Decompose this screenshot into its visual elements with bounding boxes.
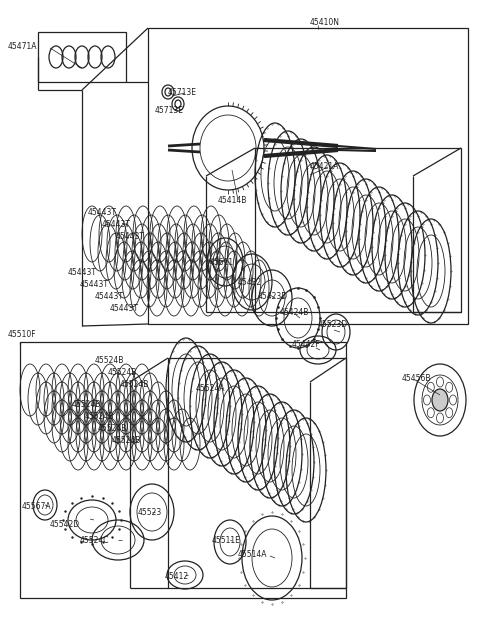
Text: 45523: 45523 [138,508,162,517]
Text: 45510F: 45510F [8,330,36,339]
Bar [255,148,461,312]
Text: 45456B: 45456B [402,374,432,383]
Text: 45442F: 45442F [292,340,321,349]
Text: 45524B: 45524B [108,368,137,377]
Bar [20,342,346,598]
Text: 45713E: 45713E [155,106,184,115]
Text: 45524B: 45524B [72,400,101,409]
Bar [148,28,468,324]
Text: 45423D: 45423D [258,292,288,301]
Text: 45524B: 45524B [112,436,142,445]
Text: 45421A: 45421A [310,162,339,171]
Text: 45412: 45412 [165,572,189,581]
Text: 45443T: 45443T [116,232,145,241]
Ellipse shape [432,389,448,411]
Text: 45611: 45611 [210,258,234,267]
Text: 45524B: 45524B [120,380,149,389]
Text: 45424B: 45424B [280,308,310,317]
Text: 45422: 45422 [238,278,262,287]
Text: 45471A: 45471A [8,42,37,51]
Bar [168,358,346,588]
Text: 45511E: 45511E [212,536,241,545]
Text: 45410N: 45410N [310,18,340,27]
Bar [38,32,126,82]
Text: 45443T: 45443T [95,292,124,301]
Text: 45443T: 45443T [80,280,109,289]
Text: 45524B: 45524B [85,412,114,421]
Text: 45443T: 45443T [102,220,131,229]
Text: 45524B: 45524B [98,424,127,433]
Text: 45524A: 45524A [196,384,226,393]
Text: 45524B: 45524B [95,356,124,365]
Text: 45542D: 45542D [50,520,80,529]
Text: 45414B: 45414B [218,196,247,205]
Text: 45713E: 45713E [168,88,197,97]
Text: 45567A: 45567A [22,502,52,511]
Text: 45443T: 45443T [110,304,139,313]
Text: 45443T: 45443T [88,208,117,217]
Text: 45523D: 45523D [318,320,348,329]
Text: 45443T: 45443T [68,268,97,277]
Text: 45514A: 45514A [238,550,267,559]
Text: 45524C: 45524C [80,536,109,545]
